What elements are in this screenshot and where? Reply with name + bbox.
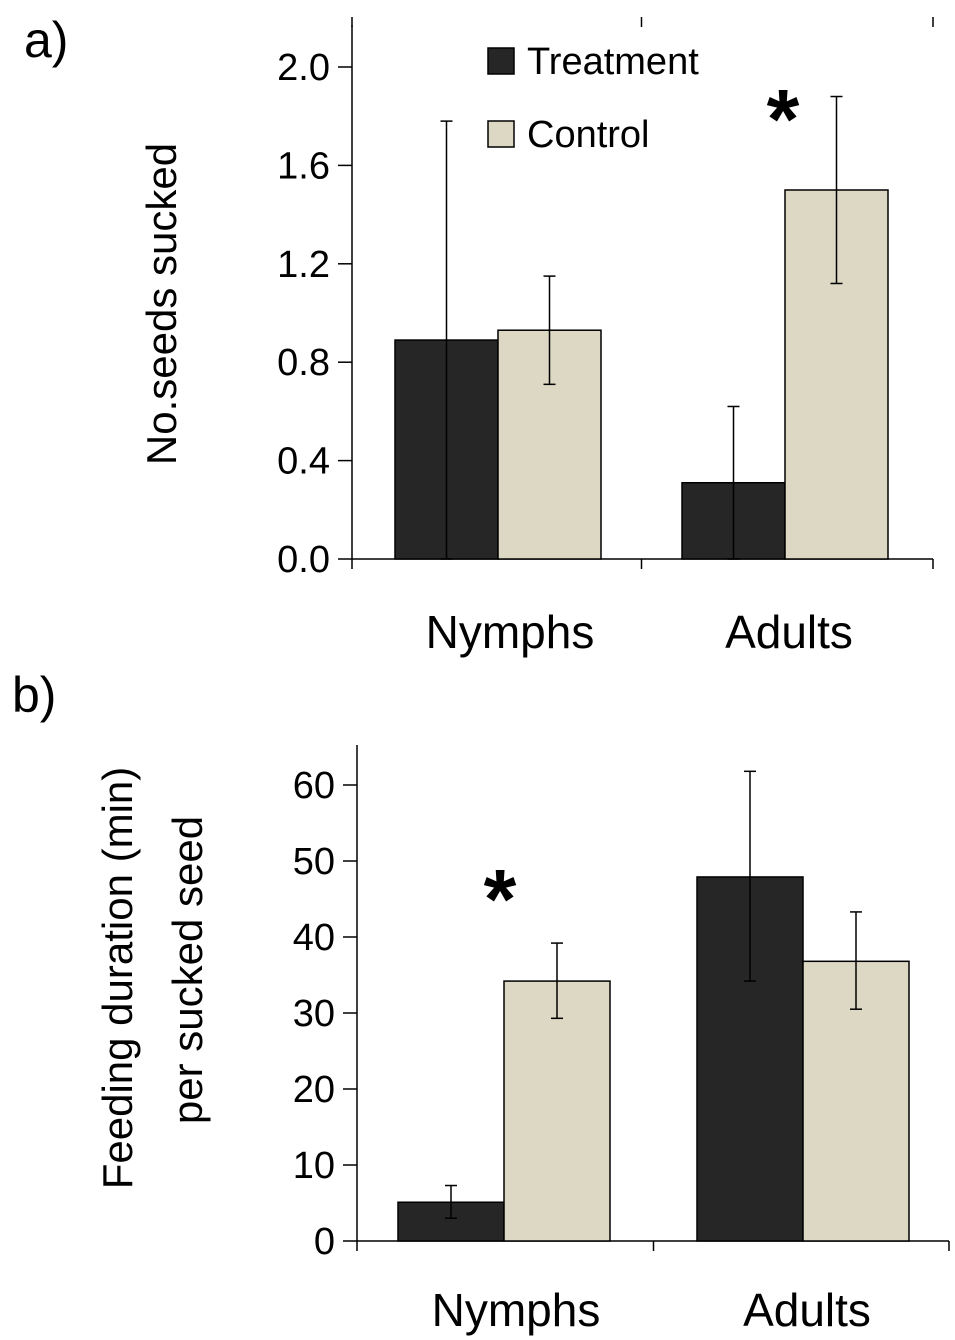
category-label: Nymphs <box>432 1284 601 1336</box>
y-tick-label: 40 <box>293 917 335 959</box>
panel-a: a) No.seeds sucked Treatment Control 0.0… <box>24 12 934 658</box>
panel-a-label: a) <box>24 12 68 68</box>
legend-swatch-control <box>487 120 515 148</box>
panel-b-label: b) <box>12 667 56 723</box>
category-label: Adults <box>743 1284 871 1336</box>
bar-control-nymphs <box>503 980 611 1242</box>
panel-b: b) Feeding duration (min) per sucked see… <box>12 667 950 1336</box>
category-label: Nymphs <box>426 606 595 658</box>
legend-swatch-treatment <box>487 47 515 75</box>
significance-marker: * <box>484 852 517 946</box>
legend-label-treatment: Treatment <box>527 41 699 83</box>
legend-label-control: Control <box>527 114 650 156</box>
y-tick-label: 0.4 <box>277 441 330 483</box>
y-tick-label: 0.8 <box>277 342 330 384</box>
panel-b-y-axis-title: Feeding duration (min) <box>94 767 141 1190</box>
y-tick-label: 2.0 <box>277 47 330 89</box>
y-tick-label: 10 <box>293 1145 335 1187</box>
y-tick-label: 20 <box>293 1069 335 1111</box>
panel-a-y-axis-title: No.seeds sucked <box>138 143 185 465</box>
significance-marker: * <box>767 72 800 166</box>
legend: Treatment Control <box>487 41 699 156</box>
panel-b-y-axis-title-line2: per sucked seed <box>164 816 211 1124</box>
y-tick-label: 50 <box>293 841 335 883</box>
y-tick-label: 0 <box>314 1221 335 1263</box>
y-tick-label: 60 <box>293 765 335 807</box>
y-tick-label: 0.0 <box>277 539 330 581</box>
y-tick-label: 1.2 <box>277 244 330 286</box>
category-label: Adults <box>725 606 853 658</box>
y-tick-label: 1.6 <box>277 145 330 187</box>
y-tick-label: 30 <box>293 993 335 1035</box>
